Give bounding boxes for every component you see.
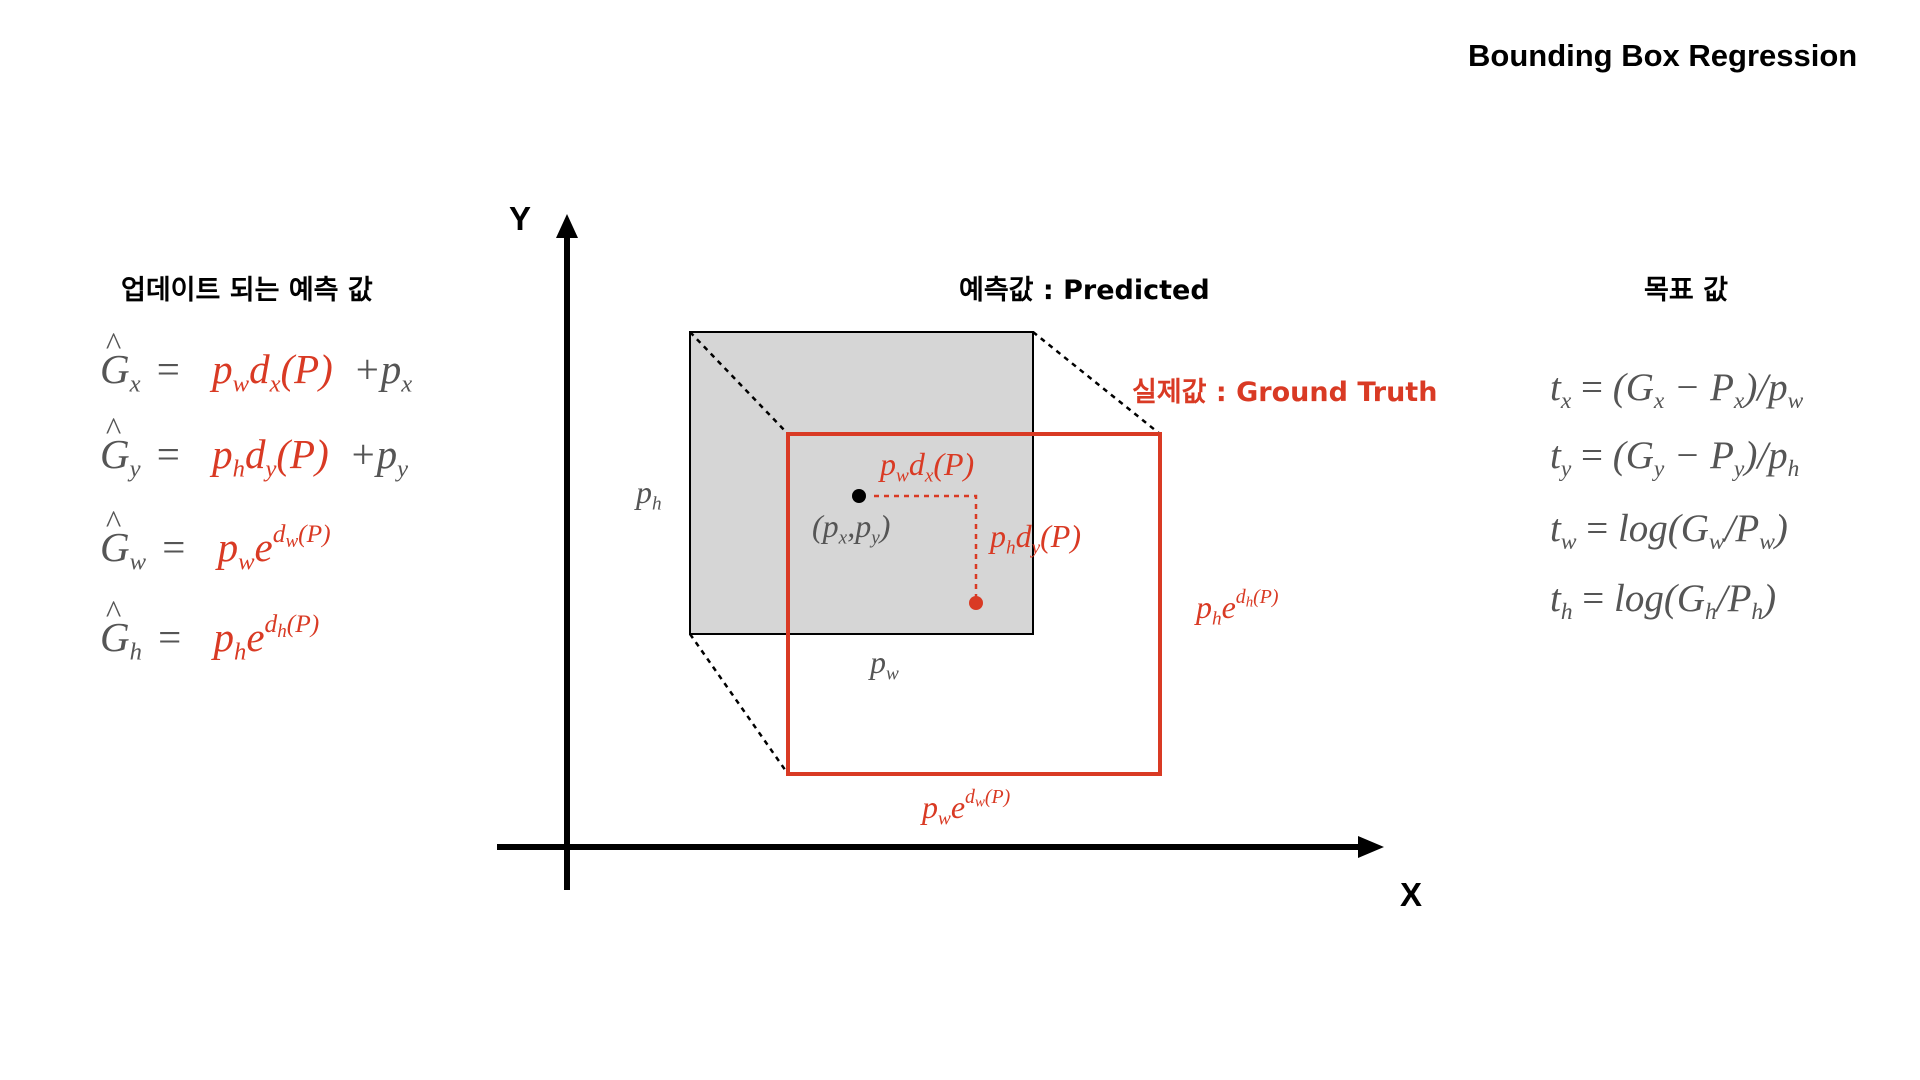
label-dx-offset: pwdx(P) [880, 446, 975, 487]
projection-lines [688, 331, 1161, 775]
offset-path [874, 494, 978, 603]
ground-truth-label: 실제값 : Ground Truth [1132, 377, 1438, 408]
equation-gx: Gx = pwdx(P) +px [100, 327, 412, 399]
x-axis-label: X [1400, 876, 1422, 913]
ground-truth-center-dot [969, 596, 983, 610]
target-equation-ty: ty = (Gy − Py)/ph [1550, 434, 1800, 483]
y-axis-label: Y [509, 200, 531, 237]
equation-gw: Gw = pwedw(P) [100, 505, 331, 577]
label-gt-height: phedh(P) [1196, 586, 1279, 630]
target-equation-th: th = log(Gh/Ph) [1550, 577, 1777, 626]
right-heading: 목표 값 [1644, 275, 1728, 306]
label-ph: ph [636, 474, 662, 515]
equation-gy: Gy = phdy(P) +py [100, 412, 408, 484]
label-dy-offset: phdy(P) [990, 518, 1081, 559]
target-equation-tw: tw = log(Gw/Pw) [1550, 507, 1788, 556]
label-pw: pw [870, 644, 899, 685]
left-heading: 업데이트 되는 예측 값 [121, 275, 373, 306]
center-heading: 예측값 : Predicted [959, 275, 1210, 306]
predicted-box [689, 331, 1034, 635]
ground-truth-box [786, 432, 1162, 776]
page-title: Bounding Box Regression [1468, 38, 1858, 73]
label-gt-width: pwedw(P) [922, 786, 1011, 830]
equation-gh: Gh = phedh(P) [100, 595, 319, 667]
axes [497, 214, 1384, 890]
label-center: (px,py) [812, 508, 891, 549]
predicted-center-dot [852, 489, 866, 503]
target-equation-tx: tx = (Gx − Px)/pw [1550, 366, 1804, 415]
